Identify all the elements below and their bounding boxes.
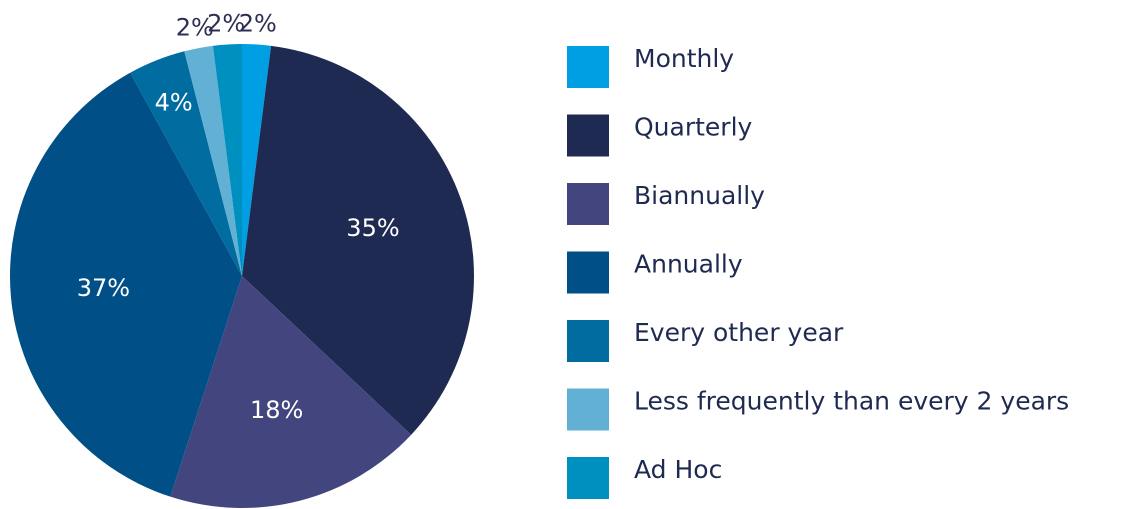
pie-slice <box>212 44 242 276</box>
legend-label: Ad Hoc <box>634 455 722 484</box>
slice-label: 2% <box>207 9 245 37</box>
legend-swatch <box>567 114 609 157</box>
legend-swatch <box>567 320 609 362</box>
legend-label: Biannually <box>634 181 765 210</box>
pie-slice <box>130 51 242 276</box>
legend-label: Quarterly <box>634 113 753 142</box>
legend-swatch <box>567 457 609 499</box>
legend-label: Annually <box>634 250 743 279</box>
pie-slice <box>242 45 475 435</box>
slice-label: 2% <box>239 9 277 37</box>
pie-slice <box>9 72 242 497</box>
slice-label: 4% <box>155 88 193 116</box>
legend-label: Every other year <box>634 318 844 347</box>
pie-slice <box>170 276 412 508</box>
slice-label: 2% <box>176 13 214 41</box>
slice-label: 37% <box>77 274 130 302</box>
legend-label: Monthly <box>634 44 734 73</box>
legend-label: Less frequently than every 2 years <box>634 387 1069 416</box>
legend-swatch <box>567 46 609 88</box>
pie-slice <box>184 45 242 276</box>
pie-slice <box>242 44 272 276</box>
slice-label: 18% <box>250 396 303 424</box>
legend-swatch <box>567 251 609 294</box>
slice-label: 35% <box>346 214 399 242</box>
legend-swatch <box>567 183 609 225</box>
legend-swatch <box>567 388 609 431</box>
